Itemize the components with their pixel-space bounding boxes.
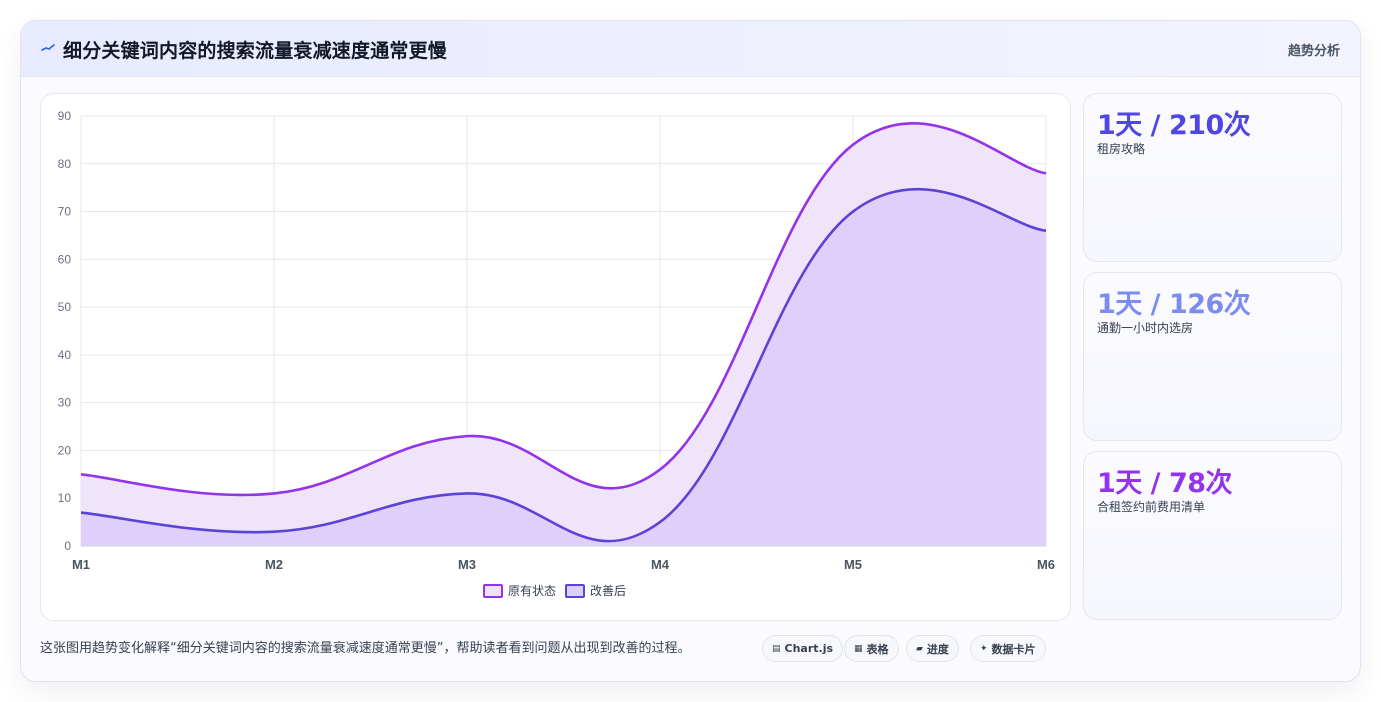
y-tick-label: 60: [58, 252, 72, 266]
y-tick-label: 30: [58, 396, 72, 410]
series-area-improved: [81, 189, 1046, 547]
chart-icon: ▤: [772, 643, 781, 654]
page-title: 细分关键词内容的搜索流量衰减速度通常更慢: [63, 40, 448, 62]
stat-card-3: 1天 / 78次 合租签约前费用清单: [1083, 451, 1342, 620]
chip-label: Chart.js: [784, 642, 834, 655]
table-icon: ▦: [854, 643, 863, 654]
x-tick-label: M1: [72, 557, 90, 572]
series-line-original: [80, 122, 1047, 497]
y-tick-label: 80: [58, 157, 72, 171]
stat-value-3: 1天 / 78次: [1097, 468, 1233, 499]
stat-label-3: 合租签约前费用清单: [1097, 500, 1206, 514]
stat-value-2: 1天 / 126次: [1097, 289, 1251, 320]
trend-analysis-link[interactable]: 趋势分析: [1287, 44, 1340, 59]
y-tick-label: 10: [58, 491, 72, 505]
footer-note: 这张图用趋势变化解释“细分关键词内容的搜索流量衰减速度通常更慢”，帮助读者看到问…: [40, 641, 691, 656]
chip-table[interactable]: ▦ 表格: [844, 635, 899, 662]
x-tick-label: M2: [265, 557, 283, 572]
y-tick-label: 70: [58, 205, 72, 219]
legend-swatch-improved: [565, 584, 585, 598]
chip-progress[interactable]: ▰ 进度: [906, 635, 959, 662]
y-tick-label: 50: [58, 300, 72, 314]
y-tick-label: 20: [58, 443, 72, 457]
stat-card-2: 1天 / 126次 通勤一小时内选房: [1083, 272, 1342, 441]
chart-panel: 0 10 20 30 40 50 60 70 80 90 M1 M2 M3 M4 M5 M6 原有状态 改善后: [40, 93, 1071, 621]
chip-label: 数据卡片: [991, 642, 1036, 656]
chip-chartjs[interactable]: ▤ Chart.js: [762, 635, 844, 662]
x-tick-label: M5: [844, 557, 862, 572]
y-tick-label: 90: [58, 109, 72, 123]
stat-label-2: 通勤一小时内选房: [1097, 321, 1194, 335]
y-tick-label: 40: [58, 348, 72, 362]
x-tick-label: M3: [458, 557, 476, 572]
stat-label-1: 租房攻略: [1097, 142, 1146, 156]
trend-line-icon: [41, 44, 55, 51]
progress-icon: ▰: [916, 643, 923, 654]
legend-swatch-original: [483, 584, 503, 598]
chip-label: 进度: [926, 642, 949, 656]
card-header: 细分关键词内容的搜索流量衰减速度通常更慢 趋势分析: [21, 21, 1360, 77]
sparkle-icon: ✦: [980, 643, 988, 654]
series-line-improved: [80, 188, 1047, 543]
chip-label: 表格: [866, 642, 889, 656]
x-tick-label: M6: [1037, 557, 1055, 572]
legend-label-improved: 改善后: [590, 583, 626, 598]
area-chart: 0 10 20 30 40 50 60 70 80 90 M1 M2 M3 M4 M5 M6 原有状态 改善后: [58, 109, 1055, 598]
stat-value-1: 1天 / 210次: [1097, 110, 1251, 141]
legend-label-original: 原有状态: [508, 584, 556, 598]
chip-data-card[interactable]: ✦ 数据卡片: [970, 635, 1046, 662]
x-tick-label: M4: [651, 557, 670, 572]
y-tick-label: 0: [64, 539, 71, 553]
stat-card-1: 1天 / 210次 租房攻略: [1083, 93, 1342, 262]
chart-card: 细分关键词内容的搜索流量衰减速度通常更慢 趋势分析 0 10 20 30 40 50 60 7…: [20, 20, 1361, 682]
